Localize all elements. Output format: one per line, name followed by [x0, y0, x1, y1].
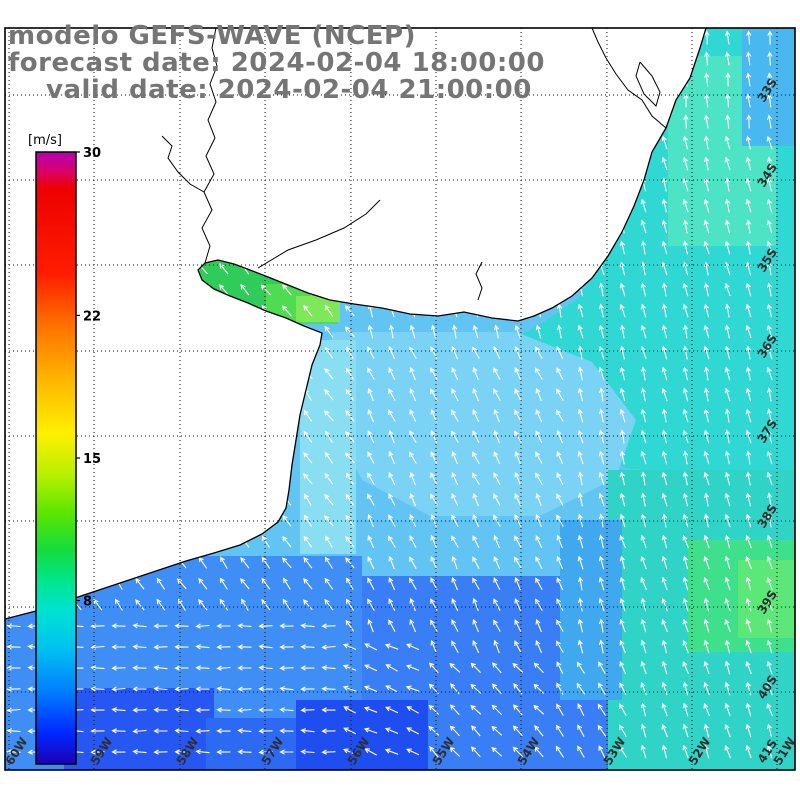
sea-region-mouth-light: [332, 332, 636, 516]
valid-date: valid date: 2024-02-04 21:00:00: [46, 75, 532, 105]
river-line: [201, 27, 218, 264]
colorbar-gradient-strip: [35, 151, 77, 765]
model-title: modelo GEFS-WAVE (NCEP): [8, 21, 416, 51]
colorbar-tick-label: 30: [83, 146, 101, 161]
land-and-coastline: [4, 27, 707, 620]
forecast-date: forecast date: 2024-02-04 18:00:00: [8, 48, 545, 78]
colorbar-unit-label: [m/s]: [28, 133, 62, 148]
sea-region-bottomleft-dark: [64, 688, 214, 770]
sea-region-bottomcenter-dark: [296, 700, 428, 770]
title-block: modelo GEFS-WAVE (NCEP) forecast date: 2…: [8, 21, 545, 105]
colorbar-tick-label: 8: [83, 595, 92, 610]
colorbar: [m/s] 30 22 15 8: [28, 133, 101, 765]
sea-region-mid-transition: [560, 520, 622, 700]
colorbar-ticks: 30 22 15 8: [76, 146, 101, 610]
river-line: [161, 135, 205, 193]
colorbar-tick-label: 22: [83, 309, 101, 324]
lat-lon-grid: [4, 27, 796, 771]
river-line: [591, 27, 667, 129]
sea-region-topright-blue: [742, 28, 795, 146]
map-frame: [4, 27, 796, 771]
river-line: [475, 261, 483, 301]
land-fill: [5, 28, 706, 619]
river-line: [635, 61, 661, 107]
colorbar-tick-label: 15: [83, 452, 101, 467]
river-line: [257, 199, 381, 269]
